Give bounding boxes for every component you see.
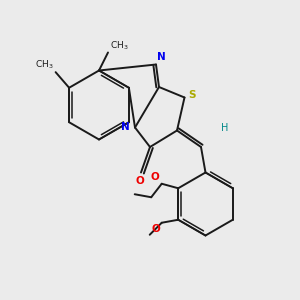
Text: N: N [121, 122, 130, 133]
Text: H: H [221, 123, 229, 133]
Text: CH$_3$: CH$_3$ [35, 59, 54, 71]
Text: S: S [188, 90, 196, 100]
Text: CH$_3$: CH$_3$ [110, 39, 129, 52]
Text: O: O [151, 172, 159, 182]
Text: O: O [152, 224, 160, 234]
Text: O: O [135, 176, 144, 186]
Text: N: N [158, 52, 166, 62]
